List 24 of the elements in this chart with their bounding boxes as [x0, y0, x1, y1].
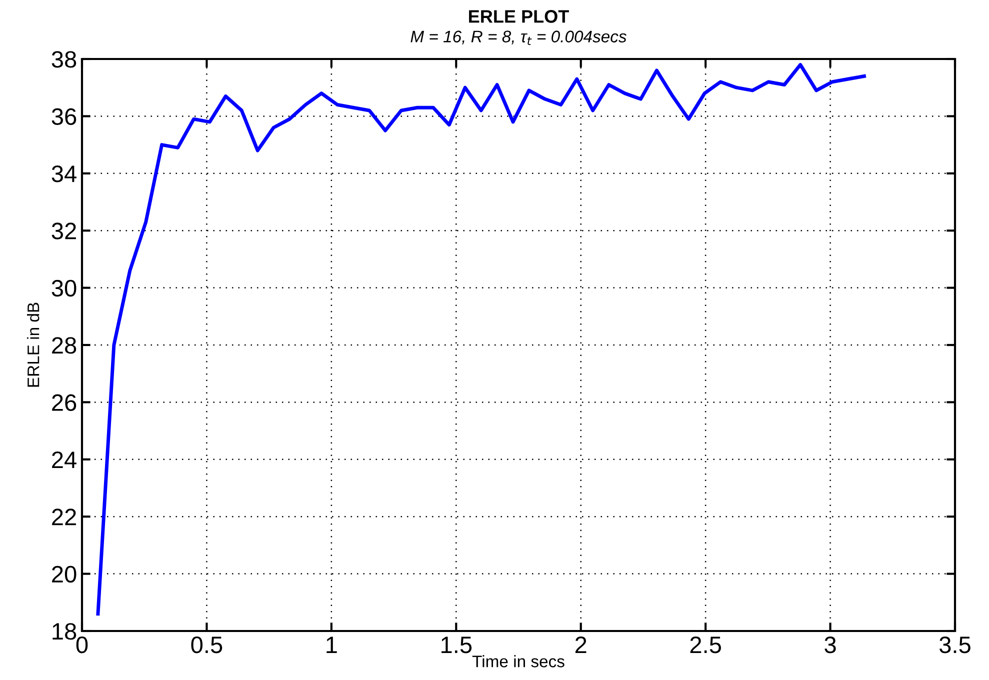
- y-tick-label: 24: [52, 451, 76, 468]
- y-tick-label: 18: [52, 623, 76, 640]
- x-tick-label: 0.5: [191, 636, 222, 654]
- chart-subtitle: M = 16, R = 8, τ$_{t}$ = 0.004secs: [410, 30, 626, 46]
- x-tick-label: 1.5: [442, 636, 472, 654]
- y-tick-label: 38: [52, 51, 76, 68]
- x-tick-label: 0: [76, 636, 88, 654]
- y-tick-label: 30: [52, 280, 76, 297]
- chart-title: ERLE PLOT: [469, 10, 569, 23]
- y-tick-label: 36: [52, 108, 76, 125]
- y-tick-label: 26: [52, 394, 76, 411]
- x-tick-label: 3: [824, 636, 836, 654]
- x-tick-label: 2: [575, 636, 586, 653]
- x-tick-label: 1: [326, 636, 337, 653]
- x-tick-label: 3.5: [939, 636, 970, 654]
- y-tick-label: 28: [52, 337, 76, 354]
- y-axis-title: ERLE in dB: [27, 302, 40, 387]
- y-tick-label: 20: [52, 566, 76, 583]
- line-series: [96, 62, 866, 616]
- y-tick-label: 22: [52, 508, 76, 526]
- x-axis-title: Time in secs: [472, 655, 564, 668]
- y-tick-label: 32: [52, 222, 76, 240]
- y-tick-label: 34: [52, 165, 76, 182]
- x-tick-label: 2.5: [690, 636, 721, 654]
